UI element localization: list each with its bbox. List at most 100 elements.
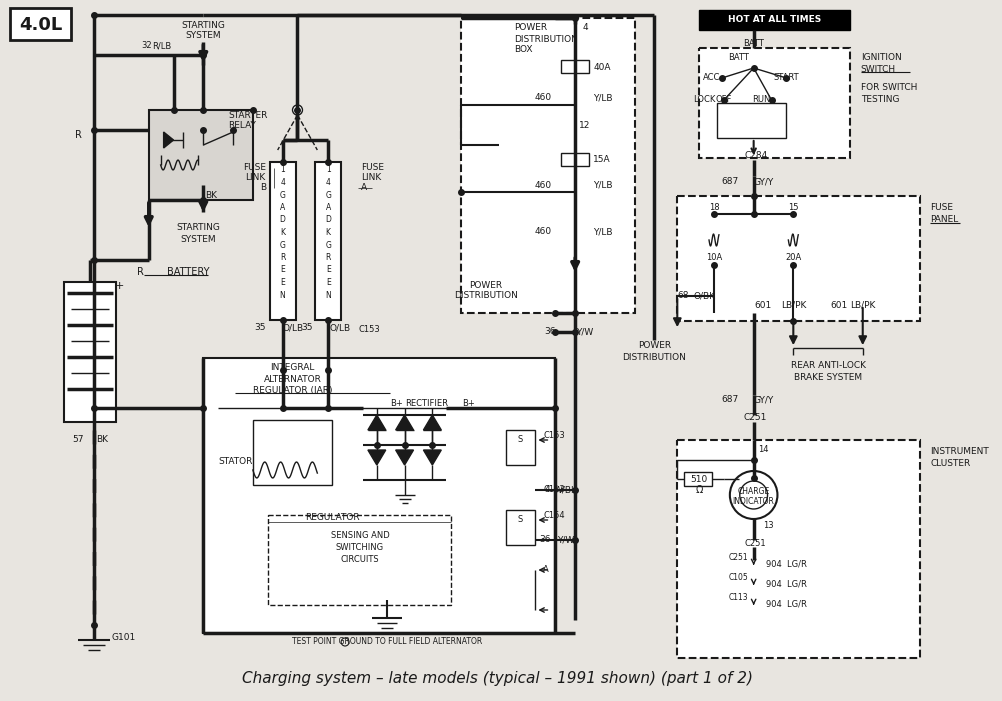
Text: O/LB: O/LB (329, 323, 350, 332)
Text: G: G (325, 191, 331, 200)
Bar (505, 510, 535, 545)
Text: BATTERY: BATTERY (166, 267, 208, 277)
Text: POWER: POWER (469, 280, 502, 290)
Text: N: N (280, 290, 286, 299)
Text: GY/Y: GY/Y (753, 395, 773, 404)
Text: STARTING: STARTING (176, 224, 220, 233)
Text: STARTER: STARTER (227, 111, 268, 119)
Text: 687: 687 (720, 395, 738, 404)
Text: O/BK: O/BK (692, 292, 714, 301)
Text: 14: 14 (758, 446, 769, 454)
Text: SENSING AND: SENSING AND (331, 531, 389, 540)
Text: A: A (280, 203, 285, 212)
Text: 460: 460 (534, 228, 551, 236)
Text: G: G (280, 240, 286, 250)
Text: C153: C153 (359, 325, 381, 334)
Text: 32: 32 (141, 41, 152, 50)
Text: Charging system – late models (typical – 1991 shown) (part 1 of 2): Charging system – late models (typical –… (242, 670, 753, 686)
Circle shape (293, 105, 303, 115)
Polygon shape (395, 450, 413, 465)
Text: RUN: RUN (752, 95, 770, 104)
Text: B+: B+ (390, 398, 403, 407)
Text: 35: 35 (301, 323, 312, 332)
Text: GY/Y: GY/Y (753, 177, 773, 186)
Text: 4: 4 (326, 178, 331, 187)
Bar (683, 472, 711, 486)
Text: 57: 57 (72, 435, 83, 444)
Bar (203, 358, 555, 633)
Text: BATT: BATT (742, 39, 764, 48)
Text: SYSTEM: SYSTEM (185, 32, 220, 41)
Text: 13: 13 (763, 521, 774, 529)
Text: Y/LB: Y/LB (592, 228, 612, 236)
Text: G: G (325, 240, 331, 250)
Text: 1: 1 (280, 165, 285, 175)
Text: INSTRUMENT: INSTRUMENT (929, 447, 988, 456)
Text: POWER: POWER (513, 24, 546, 32)
Text: A: A (361, 184, 367, 193)
Text: FOR SWITCH: FOR SWITCH (860, 83, 916, 93)
Text: 904  LG/R: 904 LG/R (765, 599, 806, 608)
Bar (461, 18, 634, 313)
Text: 4.0L: 4.0L (19, 16, 62, 34)
Text: C284: C284 (743, 151, 767, 160)
Text: ALTERNATOR: ALTERNATOR (264, 374, 322, 383)
Bar (698, 10, 849, 30)
Text: 460: 460 (534, 93, 551, 102)
Text: OFF: OFF (715, 95, 731, 104)
Circle shape (729, 471, 777, 519)
Text: CIRCUITS: CIRCUITS (341, 554, 379, 564)
Text: K: K (280, 228, 285, 237)
Text: 18: 18 (708, 203, 718, 212)
Bar (10, 8, 71, 40)
Polygon shape (368, 415, 386, 430)
Text: B: B (260, 184, 266, 193)
Text: 4: 4 (582, 22, 587, 32)
Text: INTEGRAL: INTEGRAL (271, 364, 315, 372)
Text: HOT AT ALL TIMES: HOT AT ALL TIMES (727, 15, 821, 25)
Bar (561, 60, 588, 73)
Text: 460: 460 (534, 180, 551, 189)
Text: E: E (326, 266, 331, 275)
Text: C113: C113 (728, 594, 747, 602)
Text: LB/PK: LB/PK (850, 301, 875, 310)
Text: SYSTEM: SYSTEM (180, 235, 215, 243)
Bar (561, 153, 588, 166)
Text: START: START (773, 74, 799, 83)
Text: REAR ANTI-LOCK: REAR ANTI-LOCK (790, 360, 865, 369)
Text: 36: 36 (543, 327, 555, 336)
Text: FUSE: FUSE (929, 203, 952, 212)
Polygon shape (368, 450, 386, 465)
Text: STATOR: STATOR (218, 458, 253, 466)
Text: IGNITION: IGNITION (860, 53, 901, 62)
Text: 601: 601 (830, 301, 847, 310)
Text: 904  LG/R: 904 LG/R (765, 580, 806, 589)
Text: CHARGE: CHARGE (736, 487, 769, 496)
Text: D: D (280, 215, 286, 224)
Text: BK: BK (96, 435, 108, 444)
Bar (253, 420, 332, 485)
Text: SWITCHING: SWITCHING (336, 543, 384, 552)
Bar (270, 162, 296, 320)
Text: Y/W: Y/W (556, 536, 573, 545)
Polygon shape (163, 132, 173, 148)
Polygon shape (423, 450, 441, 465)
Bar (148, 110, 253, 200)
Text: 601: 601 (754, 301, 771, 310)
Text: C154: C154 (543, 510, 564, 519)
Text: K: K (326, 228, 331, 237)
Text: 40A: 40A (592, 62, 610, 72)
Text: TESTING: TESTING (860, 95, 899, 104)
Text: FUSE: FUSE (242, 163, 266, 172)
Text: 687: 687 (720, 177, 738, 186)
Polygon shape (423, 415, 441, 430)
Text: A: A (543, 566, 549, 575)
Text: A: A (326, 203, 331, 212)
Text: +: + (114, 281, 123, 291)
Text: Ω: Ω (694, 485, 702, 495)
Text: R/LB: R/LB (152, 41, 171, 50)
Text: C251: C251 (743, 414, 767, 423)
Text: 12: 12 (579, 121, 590, 130)
Text: STARTING: STARTING (181, 20, 225, 29)
Bar (676, 196, 919, 321)
